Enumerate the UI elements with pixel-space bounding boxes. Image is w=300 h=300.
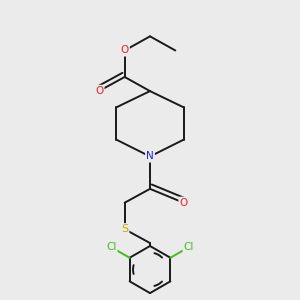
- Text: Cl: Cl: [106, 242, 116, 252]
- Text: N: N: [146, 152, 154, 161]
- Text: O: O: [95, 86, 103, 96]
- Text: O: O: [179, 198, 188, 208]
- Text: O: O: [121, 46, 129, 56]
- Text: S: S: [121, 224, 128, 234]
- Text: Cl: Cl: [184, 242, 194, 252]
